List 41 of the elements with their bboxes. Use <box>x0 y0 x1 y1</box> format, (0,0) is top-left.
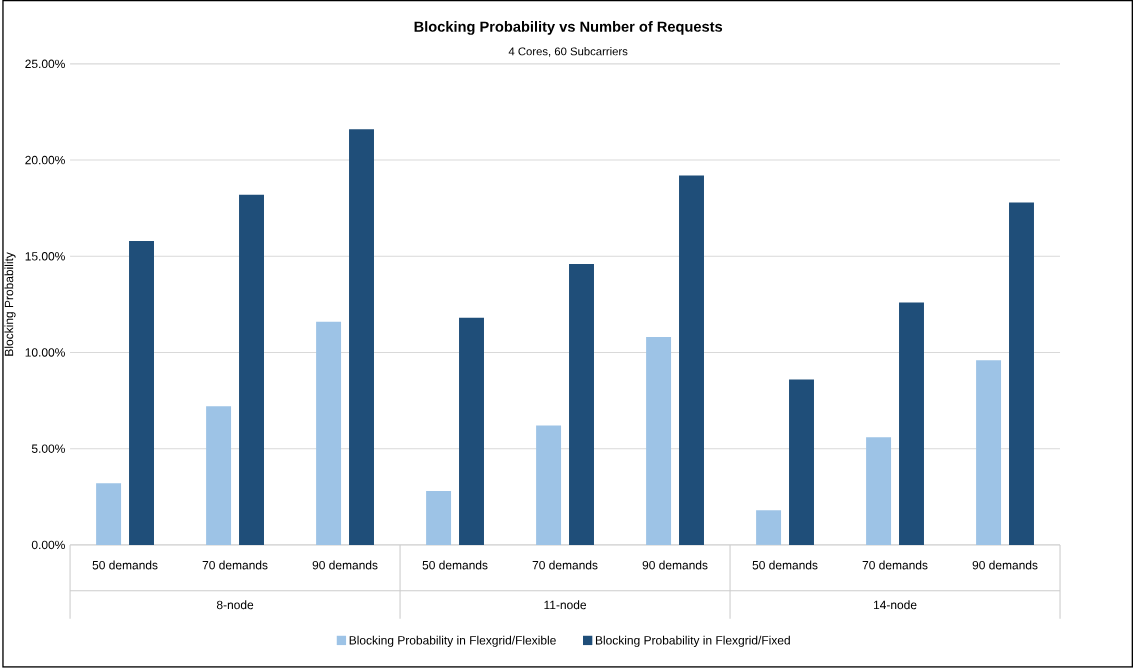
text: 14-node <box>873 600 917 610</box>
bar <box>899 302 924 546</box>
bar <box>569 264 594 546</box>
x-tick-label: 70 demands <box>862 560 928 570</box>
bar <box>536 425 562 546</box>
y-tick-label: 20.00% <box>25 156 65 165</box>
bar <box>756 510 782 546</box>
x-tick-label: 50 demands <box>422 560 488 570</box>
bar <box>646 337 672 546</box>
text: 8-node <box>216 600 254 610</box>
bar <box>129 241 154 546</box>
y-tick-label: 10.00% <box>25 348 65 357</box>
y-tick-label: 15.00% <box>25 252 65 261</box>
y-tick-label: 5.00% <box>31 444 65 454</box>
x-tick-label: 90 demands <box>972 560 1038 570</box>
bar <box>349 129 374 546</box>
y-tick-label: 25.00% <box>25 59 65 69</box>
text: 11-node <box>544 600 587 610</box>
bar <box>866 437 892 546</box>
bar <box>96 483 122 546</box>
legend-label: Blocking Probability in Flexgrid/Flexible <box>349 635 556 648</box>
bar <box>459 318 484 546</box>
bar <box>789 379 814 546</box>
bar <box>1009 202 1034 546</box>
y-axis-title: Blocking Probability <box>4 252 16 356</box>
x-tick-label: 90 demands <box>642 560 708 570</box>
bar <box>426 491 452 546</box>
bar <box>976 360 1002 546</box>
x-tick-label: 50 demands <box>92 560 158 570</box>
chart-title: Blocking Probability vs Number of Requests <box>414 21 723 35</box>
x-tick-label: 50 demands <box>752 560 818 570</box>
chart-subtitle: 4 Cores, 60 Subcarriers <box>508 47 628 57</box>
y-tick-label: 0.00% <box>31 540 65 550</box>
bar <box>679 175 704 546</box>
x-tick-label: 70 demands <box>532 560 598 570</box>
bar <box>206 406 232 546</box>
bar <box>316 321 342 546</box>
legend-label: Blocking Probability in Flexgrid/Fixed <box>595 635 790 648</box>
x-tick-label: 90 demands <box>312 560 378 570</box>
bar <box>239 194 264 546</box>
x-tick-label: 70 demands <box>202 560 268 570</box>
